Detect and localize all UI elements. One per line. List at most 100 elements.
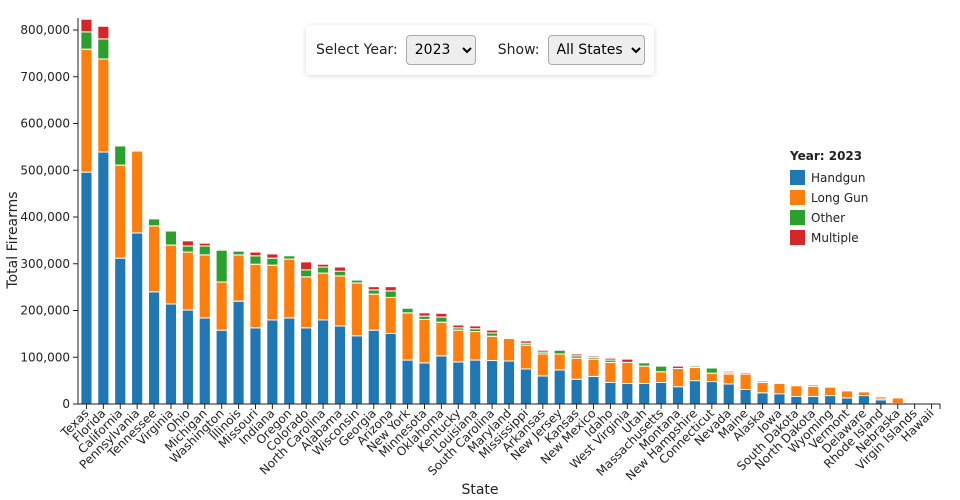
bar-multiple[interactable] (519, 340, 532, 344)
bar-other[interactable] (147, 218, 161, 227)
bar-stack[interactable] (215, 249, 228, 405)
bar-handgun[interactable] (452, 361, 465, 405)
bar-stack[interactable] (655, 365, 668, 405)
bar-other[interactable] (181, 245, 194, 253)
bar-stack[interactable] (502, 338, 516, 405)
bar-long-gun[interactable] (671, 367, 685, 388)
bar-handgun[interactable] (502, 360, 516, 405)
bar-multiple[interactable] (198, 242, 211, 247)
bar-long-gun[interactable] (317, 272, 330, 321)
bar-handgun[interactable] (671, 386, 685, 405)
bar-other[interactable] (114, 145, 127, 166)
bar-long-gun[interactable] (266, 264, 279, 321)
bar-long-gun[interactable] (401, 312, 414, 361)
bar-other[interactable] (283, 255, 296, 260)
bar-other[interactable] (435, 316, 448, 323)
bar-long-gun[interactable] (384, 296, 397, 334)
bar-stack[interactable] (401, 306, 414, 405)
bar-multiple[interactable] (536, 349, 549, 353)
bar-other[interactable] (688, 365, 701, 369)
bar-handgun[interactable] (722, 383, 735, 405)
bar-stack[interactable] (452, 324, 465, 405)
bar-stack[interactable] (739, 372, 752, 405)
bar-handgun[interactable] (350, 335, 363, 405)
bar-handgun[interactable] (638, 382, 651, 405)
bar-handgun[interactable] (283, 317, 296, 405)
bar-long-gun[interactable] (333, 275, 347, 327)
bar-handgun[interactable] (739, 389, 752, 405)
bar-stack[interactable] (435, 312, 448, 405)
bar-handgun[interactable] (164, 303, 178, 405)
bar-handgun[interactable] (655, 381, 668, 405)
bar-handgun[interactable] (705, 381, 718, 405)
bar-stack[interactable] (519, 340, 532, 405)
bar-stack[interactable] (469, 325, 482, 405)
bar-long-gun[interactable] (435, 321, 448, 357)
bar-stack[interactable] (114, 145, 127, 405)
bar-long-gun[interactable] (722, 373, 735, 385)
bar-long-gun[interactable] (80, 48, 93, 173)
bar-other[interactable] (705, 367, 718, 374)
bar-long-gun[interactable] (705, 372, 718, 383)
bar-stack[interactable] (587, 355, 600, 405)
bar-handgun[interactable] (621, 382, 634, 405)
bar-stack[interactable] (553, 349, 566, 405)
bar-handgun[interactable] (147, 291, 161, 405)
bar-other[interactable] (266, 257, 279, 266)
bar-multiple[interactable] (181, 240, 194, 247)
bar-multiple[interactable] (587, 355, 600, 358)
bar-long-gun[interactable] (519, 344, 532, 370)
bar-multiple[interactable] (384, 286, 397, 292)
bar-handgun[interactable] (840, 397, 854, 405)
bar-multiple[interactable] (435, 312, 448, 318)
bar-stack[interactable] (300, 261, 313, 405)
bar-long-gun[interactable] (840, 390, 854, 399)
year-select[interactable]: 2023 (405, 35, 476, 65)
bar-long-gun[interactable] (452, 329, 465, 363)
bar-multiple[interactable] (874, 396, 887, 399)
bar-handgun[interactable] (198, 317, 211, 405)
bar-stack[interactable] (486, 329, 499, 405)
bar-other[interactable] (384, 290, 397, 298)
bar-long-gun[interactable] (621, 361, 634, 384)
bar-stack[interactable] (638, 362, 651, 405)
bar-handgun[interactable] (756, 392, 769, 405)
bar-multiple[interactable] (300, 261, 313, 271)
bar-other[interactable] (638, 362, 651, 367)
show-select[interactable]: All States (547, 35, 645, 65)
bar-stack[interactable] (722, 370, 735, 405)
bar-multiple[interactable] (452, 324, 465, 329)
bar-handgun[interactable] (384, 332, 397, 405)
bar-long-gun[interactable] (350, 282, 363, 337)
bar-long-gun[interactable] (824, 386, 837, 397)
bar-long-gun[interactable] (553, 353, 566, 371)
bar-multiple[interactable] (401, 306, 414, 309)
bar-handgun[interactable] (435, 355, 448, 405)
bar-stack[interactable] (198, 242, 211, 405)
bar-stack[interactable] (536, 349, 549, 405)
bar-handgun[interactable] (367, 329, 380, 405)
bar-other[interactable] (401, 307, 414, 314)
bar-handgun[interactable] (773, 393, 786, 405)
bar-handgun[interactable] (418, 362, 431, 405)
bar-handgun[interactable] (181, 309, 194, 405)
bar-long-gun[interactable] (756, 381, 769, 394)
bar-handgun[interactable] (401, 359, 414, 405)
bar-other[interactable] (655, 365, 668, 373)
bar-stack[interactable] (604, 357, 617, 405)
bar-multiple[interactable] (249, 251, 262, 257)
bar-long-gun[interactable] (536, 353, 549, 377)
bar-stack[interactable] (97, 25, 110, 405)
bar-stack[interactable] (283, 255, 296, 405)
bar-other[interactable] (164, 230, 178, 246)
bar-long-gun[interactable] (131, 150, 144, 234)
bar-multiple[interactable] (317, 263, 330, 268)
bar-handgun[interactable] (333, 325, 347, 405)
bar-long-gun[interactable] (773, 382, 786, 395)
bar-stack[interactable] (840, 390, 854, 405)
bar-long-gun[interactable] (232, 254, 245, 302)
bar-handgun[interactable] (97, 151, 110, 405)
bar-stack[interactable] (317, 263, 330, 405)
bar-multiple[interactable] (333, 266, 347, 272)
bar-handgun[interactable] (249, 327, 262, 405)
